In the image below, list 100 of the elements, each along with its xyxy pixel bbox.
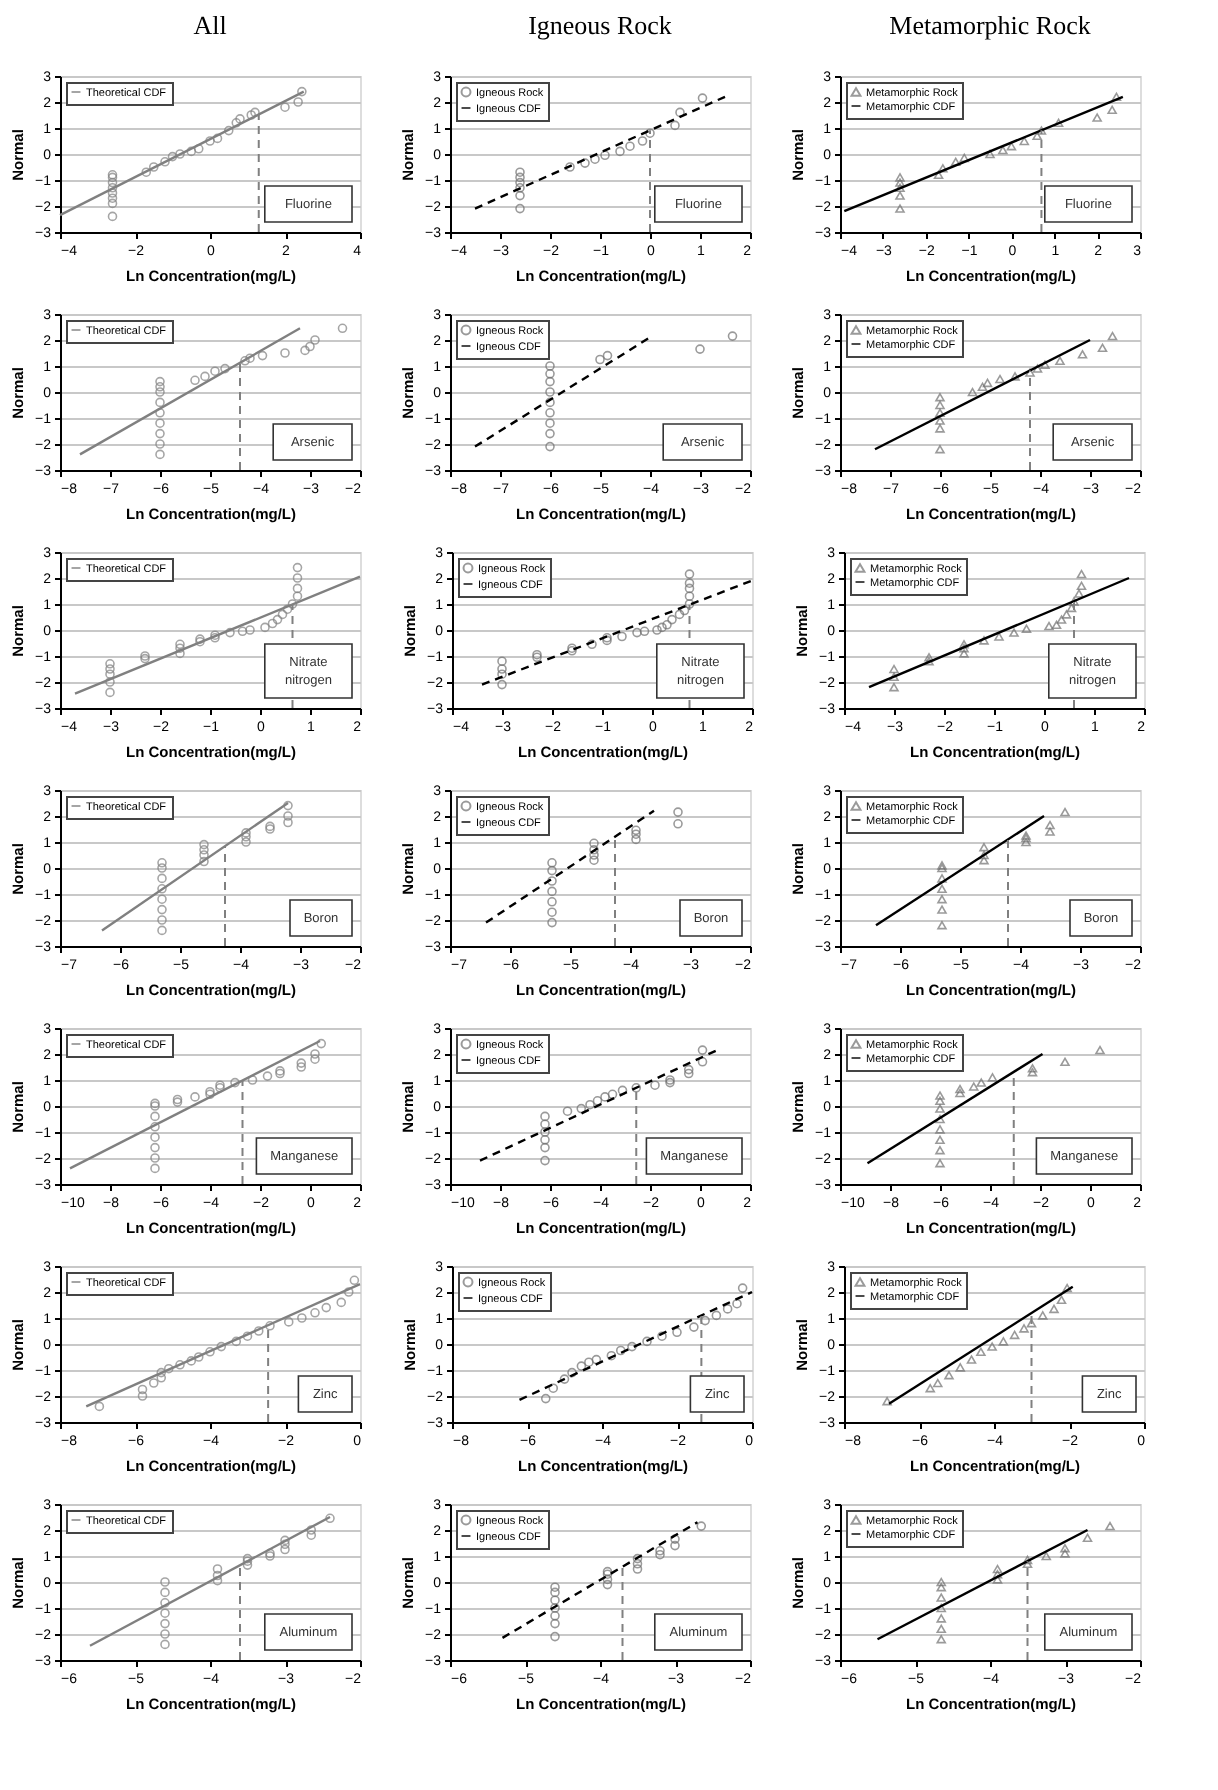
point [737,1283,748,1293]
point [895,191,905,200]
point [310,335,320,345]
point [932,1378,943,1388]
point [296,1058,307,1068]
point [684,583,695,594]
point [336,1297,347,1308]
point [1027,1067,1038,1077]
point [287,599,298,609]
point [547,907,557,917]
point [567,1367,577,1378]
point [565,162,575,172]
point [157,863,167,873]
point [310,1308,320,1318]
point [576,1103,587,1114]
point [515,177,525,188]
point [160,1618,170,1629]
point [1010,372,1020,381]
point [987,1073,998,1082]
point [246,110,257,120]
point [600,1092,610,1102]
point [689,1322,699,1332]
point [155,382,165,392]
point [1061,610,1072,619]
point [157,925,167,936]
point [250,107,260,118]
point [632,1559,643,1569]
point [540,1393,551,1404]
point [979,850,989,860]
point [550,1631,560,1642]
point [889,664,899,674]
point [895,178,905,187]
point [193,144,204,154]
point [1111,92,1122,102]
point [292,562,303,573]
point [1055,356,1065,366]
point [935,1114,945,1124]
point [1060,1543,1070,1553]
point [675,107,685,118]
point [240,356,250,366]
point [216,1341,227,1352]
point [265,1321,275,1331]
point [1026,1318,1037,1328]
point [1053,118,1064,128]
point [321,1302,332,1313]
point [1022,1555,1033,1565]
point [548,1383,559,1393]
point [924,656,934,666]
point [933,170,944,180]
point [992,1564,1003,1574]
point [882,1396,892,1406]
point [632,1564,643,1574]
point [550,1582,560,1592]
point [938,164,948,173]
point [1041,1551,1052,1561]
point [935,1104,945,1113]
point [637,136,648,146]
point [547,858,557,868]
point [674,609,685,620]
point [673,819,683,829]
point [545,397,555,408]
point [540,1135,550,1145]
point [655,1546,665,1556]
point [157,915,167,925]
point [94,1401,105,1412]
point [497,669,507,679]
point [540,1111,550,1122]
point [199,856,209,867]
point [589,850,599,860]
point [937,894,947,904]
point [107,183,118,193]
point [247,1075,258,1085]
point [550,1611,560,1621]
point [657,1331,667,1341]
point [1045,820,1055,830]
point [645,128,655,138]
point [617,1085,628,1096]
point [540,1155,550,1166]
point [515,183,525,193]
point [585,1099,595,1110]
point [1049,1304,1059,1314]
point [1036,126,1047,135]
point [155,408,165,418]
point [935,1125,945,1134]
point [937,874,947,883]
point [1107,105,1117,115]
point [1040,360,1050,369]
point [895,173,905,182]
point [650,1080,660,1090]
point [242,1560,253,1570]
point [150,1122,160,1132]
point [935,1091,945,1100]
point [684,569,695,579]
point [889,672,899,682]
point [150,1111,160,1122]
point [935,416,945,425]
point [995,374,1005,384]
point [992,1569,1003,1579]
point [540,1142,550,1153]
point [697,1045,708,1055]
